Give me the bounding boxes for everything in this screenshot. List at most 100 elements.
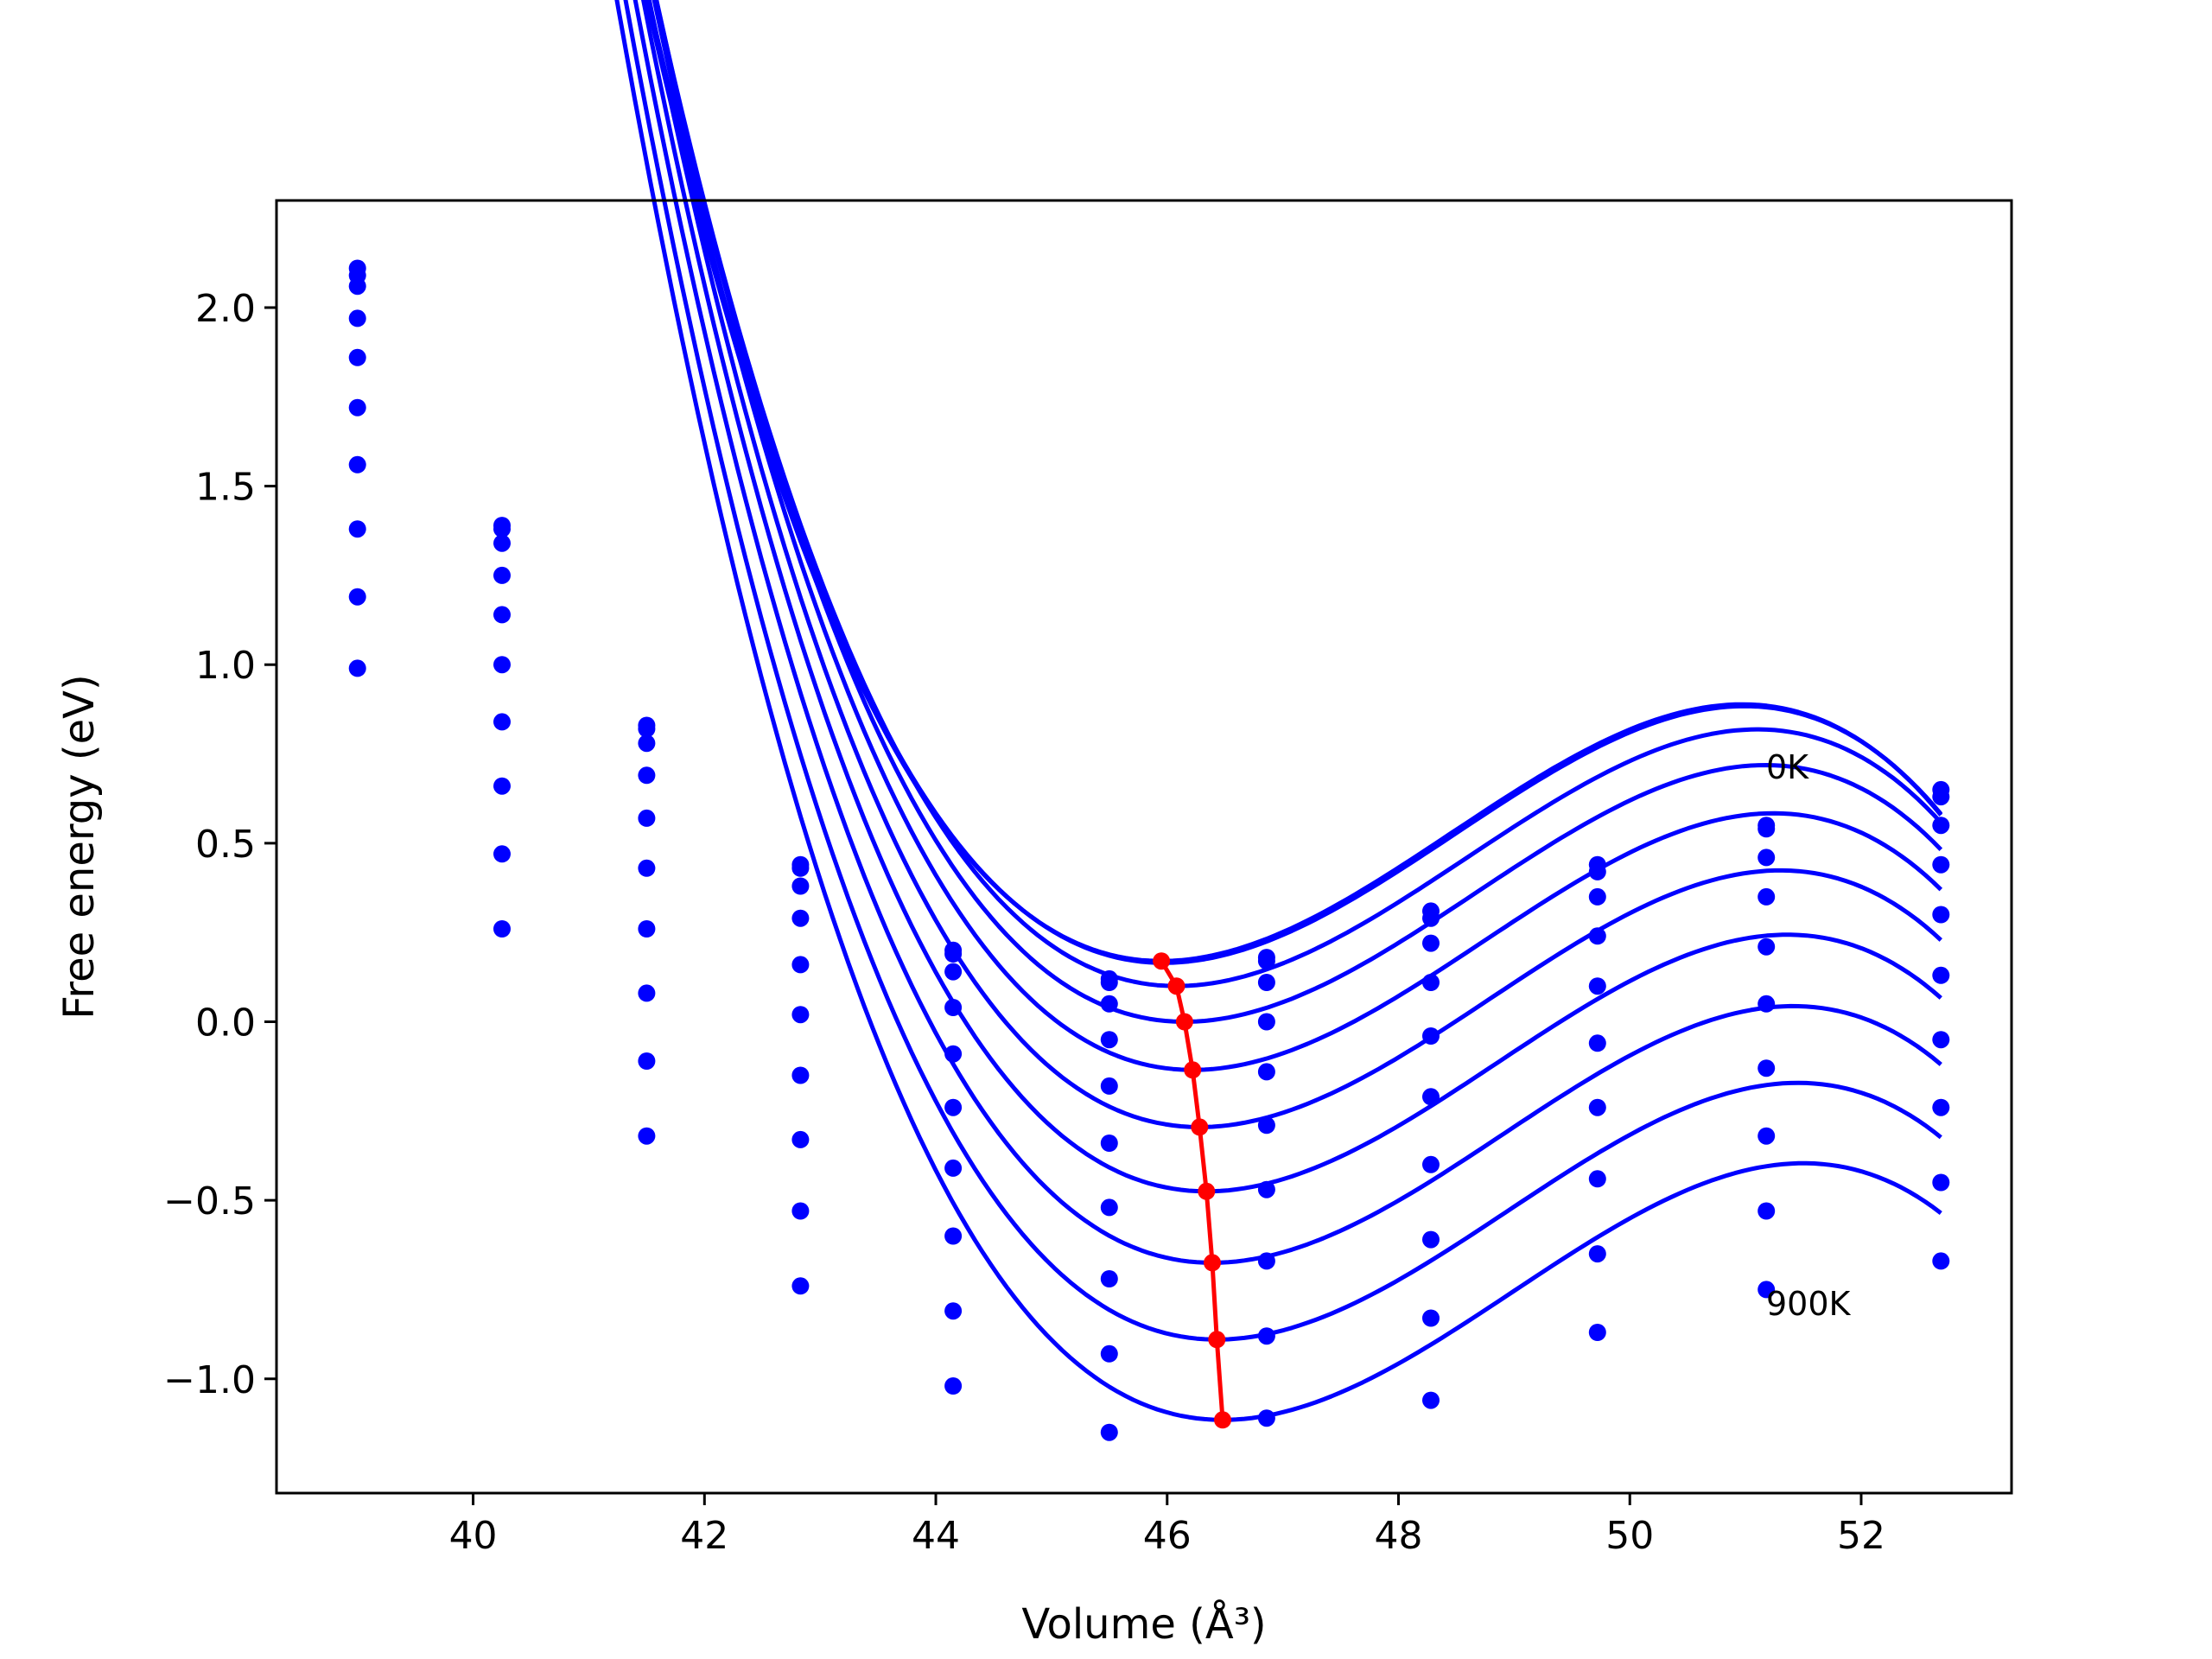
data-point-700k [348, 520, 366, 538]
data-point-800k [1422, 1309, 1440, 1327]
data-point-900k [493, 920, 511, 938]
x-tick-label: 50 [1605, 1514, 1654, 1558]
data-point-300k [638, 766, 656, 785]
data-point-900k [1100, 1423, 1118, 1441]
annotation-0k: 0K [1766, 748, 1809, 786]
data-point-800k [638, 1052, 656, 1070]
data-point-500k [1257, 1116, 1275, 1135]
data-point-700k [1257, 1252, 1275, 1270]
data-point-400k [1257, 1063, 1275, 1081]
minimum-point [1198, 1182, 1216, 1200]
data-point-600k [944, 1159, 963, 1177]
data-point-400k [791, 956, 810, 974]
data-point-900k [1588, 1324, 1606, 1341]
minimum-point [1153, 952, 1171, 970]
data-point-200k [1758, 849, 1776, 867]
data-point-300k [791, 909, 810, 927]
data-point-100k [1588, 862, 1606, 880]
data-point-600k [1588, 1098, 1606, 1116]
data-point-600k [791, 1066, 810, 1084]
data-point-400k [1588, 977, 1606, 995]
minimum-point [1214, 1411, 1231, 1429]
fit-curve-400k [652, 0, 1943, 1072]
data-point-700k [493, 777, 511, 795]
data-point-100k [791, 859, 810, 877]
x-tick-label: 46 [1143, 1514, 1192, 1558]
data-point-200k [791, 877, 810, 895]
y-tick-label: −1.0 [163, 1358, 256, 1402]
data-point-300k [1588, 927, 1606, 945]
data-point-500k [944, 1098, 963, 1116]
data-point-500k [1932, 966, 1950, 984]
minimum-point [1191, 1118, 1209, 1136]
annotation-900k: 900K [1766, 1285, 1852, 1323]
data-point-700k [1932, 1098, 1950, 1116]
fit-curves [614, 0, 1943, 1422]
y-axis-label: Free energy (eV) [55, 674, 104, 1019]
data-point-100k [1422, 909, 1440, 927]
data-point-300k [493, 566, 511, 584]
data-point-500k [1588, 1034, 1606, 1052]
data-point-100k [1257, 952, 1275, 970]
minimum-point [1204, 1254, 1221, 1272]
data-point-600k [493, 713, 511, 731]
data-point-300k [944, 999, 963, 1016]
data-point-200k [1932, 817, 1950, 835]
x-tick-label: 52 [1837, 1514, 1885, 1558]
data-point-500k [1100, 1135, 1118, 1152]
data-point-900k [1257, 1409, 1275, 1427]
data-point-300k [1422, 974, 1440, 991]
data-point-900k [791, 1277, 810, 1295]
data-point-200k [1588, 887, 1606, 906]
data-point-300k [1100, 1031, 1118, 1049]
x-tick-label: 44 [912, 1514, 960, 1558]
data-point-900k [638, 1127, 656, 1145]
data-point-100k [493, 520, 511, 538]
data-points [348, 259, 1950, 1441]
x-axis-label: Volume (Å³) [1021, 1599, 1266, 1649]
data-point-400k [1100, 1077, 1118, 1095]
data-point-900k [1932, 1252, 1950, 1270]
data-point-600k [1758, 1059, 1776, 1077]
data-point-800k [493, 845, 511, 863]
minimum-line [1153, 952, 1231, 1429]
data-point-300k [1257, 1013, 1275, 1031]
minimum-point [1184, 1061, 1202, 1079]
data-point-300k [348, 309, 366, 327]
data-point-200k [638, 734, 656, 753]
fit-curve-300k [654, 0, 1943, 1024]
data-point-300k [1932, 855, 1950, 874]
data-point-100k [1932, 788, 1950, 806]
x-axis-ticks: 40 42 44 46 48 50 52 [449, 1493, 1885, 1558]
data-point-700k [944, 1227, 963, 1245]
data-point-100k [1100, 974, 1118, 991]
plot-frame [275, 199, 2013, 1495]
fit-curve-100k [646, 0, 1943, 965]
data-point-400k [1932, 906, 1950, 924]
minimum-point [1167, 977, 1185, 995]
y-tick-label: 1.0 [195, 644, 256, 688]
data-point-800k [1257, 1327, 1275, 1345]
data-point-100k [944, 945, 963, 963]
data-point-800k [1932, 1173, 1950, 1192]
minimum-point [1175, 1013, 1193, 1031]
data-point-800k [1100, 1344, 1118, 1363]
data-point-800k [348, 588, 366, 606]
data-point-600k [1932, 1031, 1950, 1049]
data-point-400k [944, 1045, 963, 1063]
y-axis-ticks: −1.0 −0.5 0.0 0.5 1.0 1.5 2.0 [163, 287, 276, 1402]
fit-curve-600k [641, 0, 1942, 1194]
fit-curve-700k [632, 0, 1942, 1265]
data-point-400k [1758, 938, 1776, 956]
data-point-400k [348, 348, 366, 366]
data-point-200k [1257, 974, 1275, 991]
data-point-200k [348, 277, 366, 296]
data-point-900k [348, 659, 366, 677]
data-point-300k [1758, 887, 1776, 906]
data-point-600k [1100, 1198, 1118, 1217]
data-point-400k [638, 809, 656, 827]
data-point-100k [638, 720, 656, 738]
y-tick-label: 2.0 [195, 287, 256, 331]
